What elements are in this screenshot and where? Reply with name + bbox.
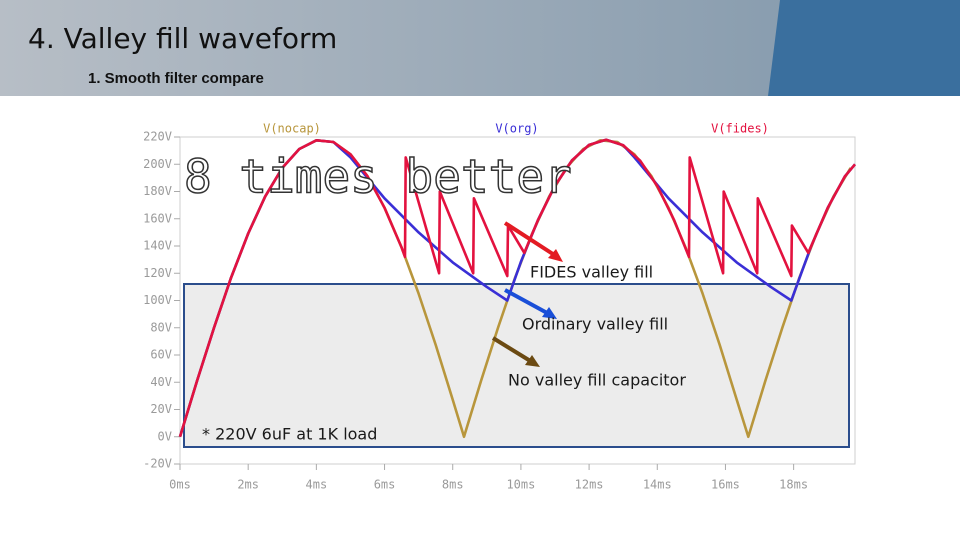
slide-subtitle: 1. Smooth filter compare: [88, 70, 264, 87]
annotation: * 220V 6uF at 1K load: [202, 425, 377, 444]
x-tick-label: 8ms: [442, 478, 464, 492]
y-tick-label: 160V: [143, 211, 172, 225]
x-tick-label: 6ms: [374, 478, 396, 492]
legend-entry: V(org): [495, 122, 538, 136]
y-tick-label: 60V: [150, 348, 172, 362]
arrow-head: [542, 307, 557, 319]
y-tick-label: 20V: [150, 402, 172, 416]
y-tick-label: 80V: [150, 320, 172, 334]
x-tick-label: 0ms: [169, 478, 191, 492]
y-tick-label: -20V: [143, 457, 172, 471]
y-tick-label: 120V: [143, 266, 172, 280]
x-tick-label: 2ms: [237, 478, 259, 492]
slide-title: 4. Valley fill waveform: [28, 22, 337, 55]
arrow: [504, 288, 550, 316]
header-accent: [768, 0, 960, 96]
legend-entry: V(fides): [711, 122, 769, 136]
x-tick-label: 4ms: [306, 478, 328, 492]
y-tick-label: 40V: [150, 375, 172, 389]
y-tick-label: 200V: [143, 157, 172, 171]
headline: 8 times better: [184, 150, 572, 204]
plot: 220V 200V 180V 160V 140V 120V 100V 80V 60V 40V 20V…: [143, 122, 856, 492]
annotation: No valley fill capacitor: [508, 371, 686, 390]
x-tick-label: 18ms: [779, 478, 808, 492]
arrow: [503, 221, 558, 258]
y-tick-label: 0V: [158, 429, 172, 443]
y-tick-label: 100V: [143, 293, 172, 307]
annotation: FIDES valley fill: [530, 263, 653, 282]
arrow-head: [525, 355, 540, 367]
x-tick-label: 16ms: [711, 478, 740, 492]
highlight-box: [183, 283, 850, 448]
annotations: 8 times better FIDES valley fill Ordinar…: [183, 149, 686, 444]
x-tick-label: 10ms: [506, 478, 535, 492]
annotation: Ordinary valley fill: [522, 315, 668, 334]
series-line: [178, 138, 856, 438]
arrow: [491, 336, 534, 364]
x-tick-label: 12ms: [575, 478, 604, 492]
y-tick-label: 180V: [143, 184, 172, 198]
legend-entry: V(nocap): [263, 122, 321, 136]
x-tick-label: 14ms: [643, 478, 672, 492]
y-tick-label: 220V: [143, 130, 172, 144]
arrow-head: [548, 249, 563, 262]
y-tick-label: 140V: [143, 239, 172, 253]
